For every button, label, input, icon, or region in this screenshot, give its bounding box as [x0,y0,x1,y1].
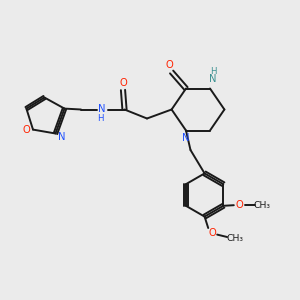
Text: N: N [209,74,217,85]
Text: CH₃: CH₃ [226,234,243,243]
Text: N: N [98,104,106,114]
Text: H: H [97,114,104,123]
Text: O: O [165,60,173,70]
Text: CH₃: CH₃ [254,201,271,210]
Text: N: N [182,133,190,143]
Text: O: O [235,200,243,210]
Text: N: N [58,132,66,142]
Text: O: O [208,228,216,238]
Text: H: H [210,68,216,76]
Text: O: O [119,78,127,88]
Text: O: O [22,124,30,135]
